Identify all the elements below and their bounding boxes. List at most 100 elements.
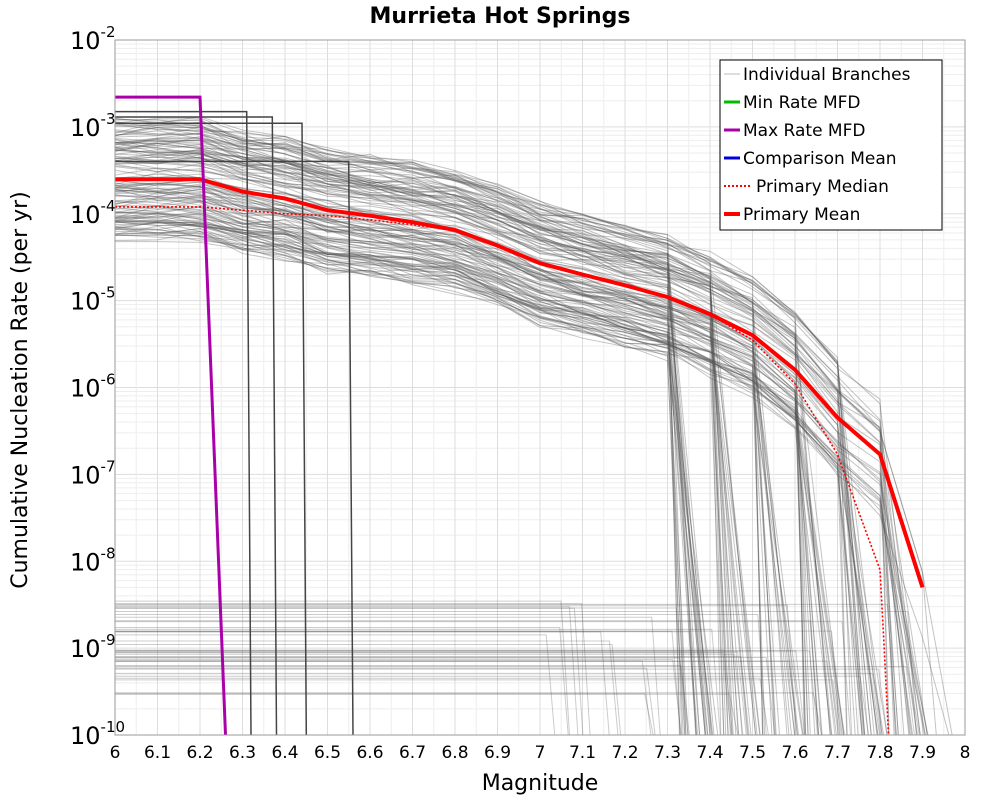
branch-line xyxy=(114,211,780,736)
branch-line xyxy=(114,147,743,736)
branch-line xyxy=(114,222,837,736)
branch-line xyxy=(114,129,697,736)
branch-line xyxy=(115,656,750,736)
branch-line xyxy=(114,156,895,736)
branch-line xyxy=(114,205,839,736)
legend-box xyxy=(719,59,943,231)
x-tick-label: 6.4 xyxy=(271,743,298,763)
branch-line xyxy=(115,649,734,736)
branch-line xyxy=(115,603,897,736)
branch-line xyxy=(115,604,797,736)
legend-label: Comparison Mean xyxy=(743,149,897,169)
branch-line xyxy=(115,679,842,736)
y-axis-label: Cumulative Nucleation Rate (per yr) xyxy=(8,191,33,589)
branch-line xyxy=(114,189,799,736)
branch-line xyxy=(114,123,883,736)
branch-line xyxy=(114,234,725,736)
branch-line xyxy=(114,221,848,736)
branch-line xyxy=(114,221,856,736)
branch-line xyxy=(114,230,832,736)
branch-line xyxy=(114,212,689,736)
branch-line xyxy=(114,149,845,736)
branch-line xyxy=(114,226,803,736)
branch-line xyxy=(115,660,798,736)
branch-line xyxy=(115,630,841,736)
branch-line xyxy=(114,173,681,736)
branch-line xyxy=(115,627,569,736)
branch-line xyxy=(114,220,881,736)
y-tick-label: 10-3 xyxy=(70,110,116,142)
legend-label: Max Rate MFD xyxy=(743,121,865,141)
branch-line xyxy=(115,677,769,736)
y-tick-label: 10-8 xyxy=(70,544,116,576)
branch-line xyxy=(114,119,756,736)
branch-line xyxy=(114,194,804,736)
branch-line xyxy=(114,136,697,736)
branch-line xyxy=(114,121,764,736)
x-tick-label: 7.2 xyxy=(611,743,638,763)
branch-line xyxy=(114,227,684,736)
branch-line xyxy=(114,132,722,736)
y-tick-label: 10-4 xyxy=(70,197,116,229)
branch-line xyxy=(114,123,921,736)
branch-line xyxy=(114,205,845,736)
y-tick-label: 10-5 xyxy=(70,284,116,316)
x-tick-label: 7.5 xyxy=(739,743,766,763)
branch-line xyxy=(115,606,579,736)
branch-line xyxy=(114,139,878,736)
branch-line xyxy=(115,665,690,736)
x-axis-label: Magnitude xyxy=(482,771,599,796)
branch-line xyxy=(114,211,899,736)
branch-line xyxy=(114,201,697,736)
branch-line xyxy=(114,146,928,736)
branch-line xyxy=(115,607,686,736)
branch-line xyxy=(114,190,806,736)
x-tick-label: 7.6 xyxy=(781,743,808,763)
branch-line xyxy=(114,119,852,736)
branch-line xyxy=(115,122,308,736)
branch-line xyxy=(114,220,796,736)
branch-line xyxy=(115,640,619,736)
branch-line xyxy=(114,233,714,736)
branch-line xyxy=(114,118,697,736)
branch-line xyxy=(114,231,950,736)
branch-line xyxy=(114,137,711,736)
branch-line xyxy=(114,155,937,736)
branch-line xyxy=(115,666,915,736)
x-tick-label: 6.5 xyxy=(314,743,341,763)
legend-label: Individual Branches xyxy=(743,65,911,85)
branch-line xyxy=(114,153,683,736)
x-tick-label: 6.1 xyxy=(144,743,171,763)
branch-line xyxy=(114,138,725,736)
branch-line xyxy=(114,216,840,736)
branch-line xyxy=(114,138,806,736)
branch-line xyxy=(115,693,739,736)
branch-line xyxy=(114,165,890,736)
branch-line xyxy=(114,139,715,736)
x-tick-label: 6.8 xyxy=(441,743,468,763)
branch-line xyxy=(114,124,687,736)
branch-line xyxy=(115,644,622,736)
branch-line xyxy=(114,195,809,736)
branch-line xyxy=(114,150,809,736)
branch-line xyxy=(115,620,851,736)
branch-line xyxy=(114,206,819,736)
branch-line xyxy=(115,675,870,736)
branch-line xyxy=(115,657,689,736)
branch-line xyxy=(115,628,721,736)
branch-line xyxy=(114,166,709,736)
y-tick-label: 10-10 xyxy=(70,718,125,750)
branch-line xyxy=(115,653,744,736)
branch-line xyxy=(114,182,888,736)
branch-line xyxy=(115,672,882,736)
branch-line xyxy=(114,142,872,736)
x-tick-label: 6.6 xyxy=(356,743,383,763)
branch-line xyxy=(114,188,748,736)
branch-line xyxy=(114,219,913,736)
x-tick-label: 7.4 xyxy=(696,743,723,763)
branch-line xyxy=(114,210,719,736)
branch-line xyxy=(114,121,727,736)
branch-line xyxy=(114,163,712,736)
branch-line xyxy=(114,151,866,736)
